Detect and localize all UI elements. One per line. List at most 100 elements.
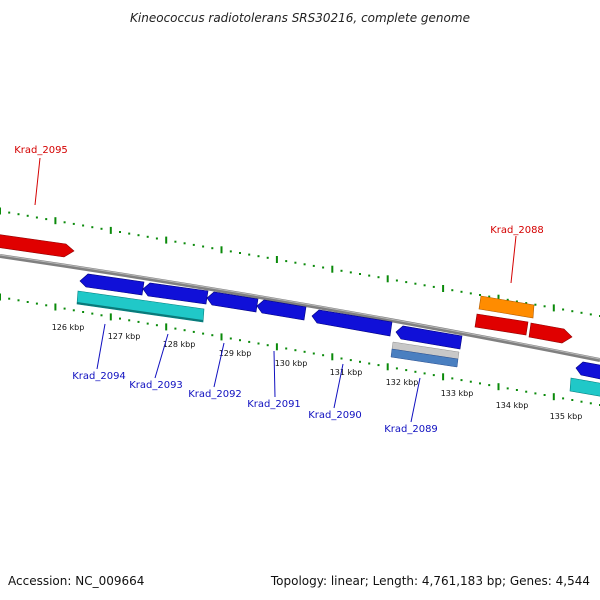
major-tick — [109, 226, 112, 234]
leader-line-krad-2095 — [34, 157, 41, 206]
minor-tick — [8, 297, 11, 300]
minor-tick — [349, 271, 352, 274]
major-tick — [331, 353, 334, 361]
gene-label[interactable]: Krad_2090 — [308, 410, 362, 421]
minor-tick — [460, 379, 463, 382]
minor-tick — [63, 307, 66, 310]
tick-label: 134 kbp — [496, 401, 529, 410]
minor-tick — [322, 354, 325, 357]
minor-tick — [322, 266, 325, 269]
gene-label[interactable]: Krad_2093 — [129, 380, 183, 391]
leader-line-krad-2088 — [510, 235, 517, 284]
minor-tick — [8, 211, 11, 214]
minor-tick — [239, 339, 241, 342]
minor-tick — [534, 392, 537, 395]
gene-label[interactable]: Krad_2091 — [247, 399, 301, 410]
minor-tick — [45, 218, 48, 221]
minor-tick — [562, 308, 565, 311]
tick-label: 126 kbp — [52, 323, 85, 332]
minor-tick — [146, 235, 149, 238]
minor-tick — [488, 384, 491, 387]
major-tick — [386, 275, 389, 283]
minor-tick — [174, 240, 177, 243]
minor-tick — [35, 302, 38, 305]
minor-tick — [202, 245, 205, 248]
minor-tick — [349, 359, 352, 362]
minor-tick — [45, 304, 48, 307]
minor-tick — [285, 260, 288, 263]
minor-tick — [423, 284, 426, 287]
minor-tick — [239, 252, 241, 254]
minor-tick — [119, 317, 121, 320]
minor-tick — [183, 242, 186, 245]
major-tick — [442, 285, 445, 292]
minor-tick — [423, 372, 426, 375]
gene-krad-2091[interactable] — [256, 299, 307, 321]
minor-tick — [432, 374, 435, 377]
minor-tick — [312, 352, 315, 355]
minor-tick — [479, 294, 481, 296]
minor-tick — [294, 349, 297, 352]
gene-label[interactable]: Krad_2092 — [188, 389, 242, 400]
minor-tick — [257, 255, 260, 258]
gene-label[interactable]: Krad_2088 — [490, 225, 544, 236]
gene-red-right[interactable] — [528, 322, 573, 344]
major-tick — [442, 373, 445, 381]
tick-label: 131 kbp — [330, 368, 363, 377]
major-tick — [165, 236, 168, 244]
tick-label: 135 kbp — [550, 412, 583, 421]
minor-tick — [571, 399, 574, 401]
gene-krad-2095[interactable] — [0, 234, 75, 258]
minor-tick — [192, 243, 195, 246]
minor-tick — [82, 311, 85, 313]
gene-krad-2090[interactable] — [311, 309, 393, 337]
minor-tick — [17, 299, 20, 302]
minor-tick — [146, 322, 149, 325]
minor-tick — [479, 382, 481, 385]
feature-steel-stack[interactable] — [390, 348, 459, 368]
gene-label[interactable]: Krad_2095 — [14, 145, 68, 156]
minor-tick — [562, 397, 565, 400]
minor-tick — [303, 263, 306, 266]
leader-line-krad-2092 — [213, 342, 225, 388]
tick-label: 129 kbp — [219, 349, 252, 358]
genome-summary-text: Topology: linear; Length: 4,761,183 bp; … — [270, 574, 590, 588]
major-tick — [220, 333, 223, 341]
minor-tick — [211, 334, 214, 337]
minor-tick — [368, 274, 371, 277]
minor-tick — [202, 332, 205, 335]
gene-label[interactable]: Krad_2094 — [72, 371, 126, 382]
feature-cyan-edge[interactable] — [569, 377, 600, 397]
minor-tick — [395, 367, 398, 370]
major-tick — [552, 393, 555, 401]
minor-tick — [414, 282, 417, 285]
gene-blue-edge[interactable] — [575, 361, 600, 380]
gene-krad-2088[interactable] — [474, 313, 529, 336]
gene-label[interactable]: Krad_2089 — [384, 424, 438, 435]
minor-tick — [469, 292, 472, 295]
gene-krad-2089[interactable] — [395, 325, 463, 350]
feature-orange-right[interactable] — [478, 295, 535, 319]
leader-line-krad-2091 — [273, 350, 276, 398]
minor-tick — [266, 256, 269, 259]
tick-label: 130 kbp — [275, 359, 308, 368]
minor-tick — [525, 390, 528, 393]
minor-tick — [26, 214, 29, 217]
minor-tick — [100, 314, 103, 317]
minor-tick — [395, 279, 398, 282]
major-tick — [54, 303, 57, 311]
minor-tick — [35, 216, 38, 219]
minor-tick — [469, 380, 472, 383]
gene-krad-2094[interactable] — [79, 273, 145, 296]
map-title: Kineococcus radiotolerans SRS30216, comp… — [130, 11, 470, 25]
minor-tick — [155, 237, 158, 240]
minor-tick — [229, 250, 232, 253]
minor-tick — [506, 387, 509, 390]
minor-tick — [248, 340, 251, 343]
minor-tick — [460, 290, 463, 293]
gene-krad-2093[interactable] — [142, 282, 209, 305]
major-tick — [331, 265, 334, 273]
gene-krad-2092[interactable] — [206, 291, 259, 313]
